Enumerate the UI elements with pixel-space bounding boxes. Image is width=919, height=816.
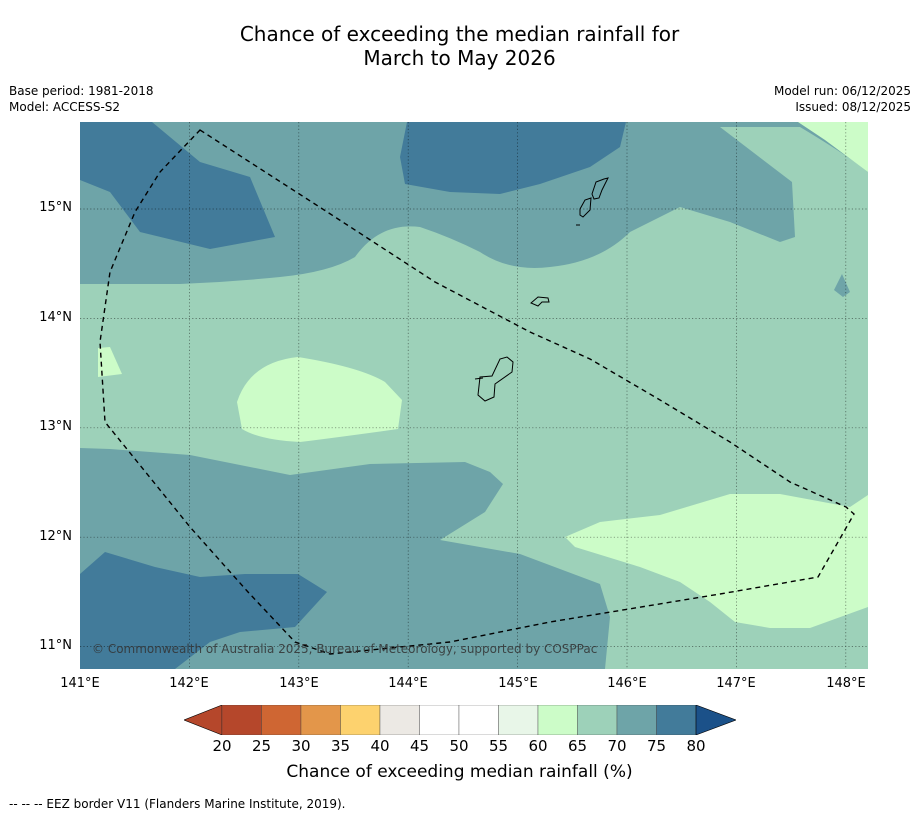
lat-label-13n: 13°N (39, 419, 72, 434)
colorbar-segment-40-45 (379, 705, 420, 735)
colorbar-segment-45-50 (419, 705, 460, 735)
region-60-65-northeast (798, 122, 868, 172)
colorbar-tick: 35 (330, 737, 351, 755)
colorbar-segment-75-80 (656, 705, 697, 735)
lat-label-14n: 14°N (39, 310, 72, 325)
lat-label-12n: 12°N (39, 529, 72, 544)
region-70-75-spot (834, 274, 850, 297)
island-guam (477, 356, 514, 402)
region-75-80-northwest (80, 122, 275, 249)
meta-right: Model run: 06/12/2025 Issued: 08/12/2025 (774, 83, 911, 115)
colorbar-segment-70-75 (616, 705, 657, 735)
eez-footnote: -- -- -- EEZ border V11 (Flanders Marine… (9, 797, 346, 811)
colorbar-segment-65-70 (577, 705, 618, 735)
island-rota (530, 296, 550, 307)
colorbar-segment-30-35 (300, 705, 341, 735)
lon-label-142e: 142°E (169, 676, 209, 691)
colorbar-tick: 50 (449, 737, 469, 755)
lon-label-148e: 148°E (826, 676, 866, 691)
lon-label-145e: 145°E (498, 676, 538, 691)
lon-label-144e: 144°E (388, 676, 428, 691)
colorbar-extend-low (184, 705, 223, 735)
map-canvas (80, 122, 868, 669)
copyright-notice: © Commonwealth of Australia 2025, Bureau… (92, 642, 598, 656)
colorbar-segment-50-55 (458, 705, 499, 735)
island-tinian (579, 197, 592, 218)
colorbar-tick: 80 (686, 737, 706, 755)
meta-left: Base period: 1981-2018 Model: ACCESS-S2 (9, 83, 154, 115)
lat-label-11n: 11°N (39, 638, 72, 653)
region-75-80-southwest (80, 552, 327, 669)
region-60-65-central (237, 357, 402, 442)
island-saipan (591, 177, 609, 200)
rainfall-map (80, 122, 868, 669)
colorbar-tick: 75 (646, 737, 667, 755)
colorbar-tick: 30 (291, 737, 311, 755)
region-75-80-north (400, 122, 626, 194)
colorbar (184, 705, 736, 735)
colorbar-segment-20-25 (221, 705, 262, 735)
lon-label-141e: 141°E (60, 676, 100, 691)
region-60-65-southeast (565, 494, 868, 628)
colorbar-extend-high (695, 705, 736, 735)
lon-label-146e: 146°E (607, 676, 647, 691)
base-period: Base period: 1981-2018 (9, 84, 154, 98)
island-guam-tip (474, 377, 484, 380)
issued-date: Issued: 08/12/2025 (795, 100, 911, 114)
colorbar-tick: 55 (488, 737, 509, 755)
colorbar-segment-35-40 (340, 705, 381, 735)
colorbar-tick: 20 (212, 737, 232, 755)
colorbar-tick: 45 (409, 737, 430, 755)
region-70-75-north (80, 122, 868, 284)
lon-label-147e: 147°E (716, 676, 756, 691)
islands (474, 177, 609, 402)
eez-border (99, 129, 855, 655)
colorbar-segment-55-60 (498, 705, 539, 735)
colorbar-label: Chance of exceeding median rainfall (%) (286, 762, 633, 782)
region-60-65-west (98, 347, 122, 377)
colorbar-segment-25-30 (261, 705, 302, 735)
colorbar-tick: 60 (528, 737, 548, 755)
colorbar-tick: 40 (370, 737, 390, 755)
colorbar-tick: 65 (567, 737, 588, 755)
title-line-2: March to May 2026 (363, 46, 556, 70)
lon-label-143e: 143°E (279, 676, 319, 691)
lat-label-15n: 15°N (39, 200, 72, 215)
colorbar-tick: 70 (607, 737, 627, 755)
title-line-1: Chance of exceeding the median rainfall … (239, 22, 680, 46)
chart-title: Chance of exceeding the median rainfall … (0, 22, 919, 70)
colorbar-tick: 25 (251, 737, 272, 755)
colorbar-segment-60-65 (537, 705, 578, 735)
graticule (80, 122, 868, 669)
model-run: Model run: 06/12/2025 (773, 84, 911, 98)
model-name: Model: ACCESS-S2 (9, 100, 121, 114)
